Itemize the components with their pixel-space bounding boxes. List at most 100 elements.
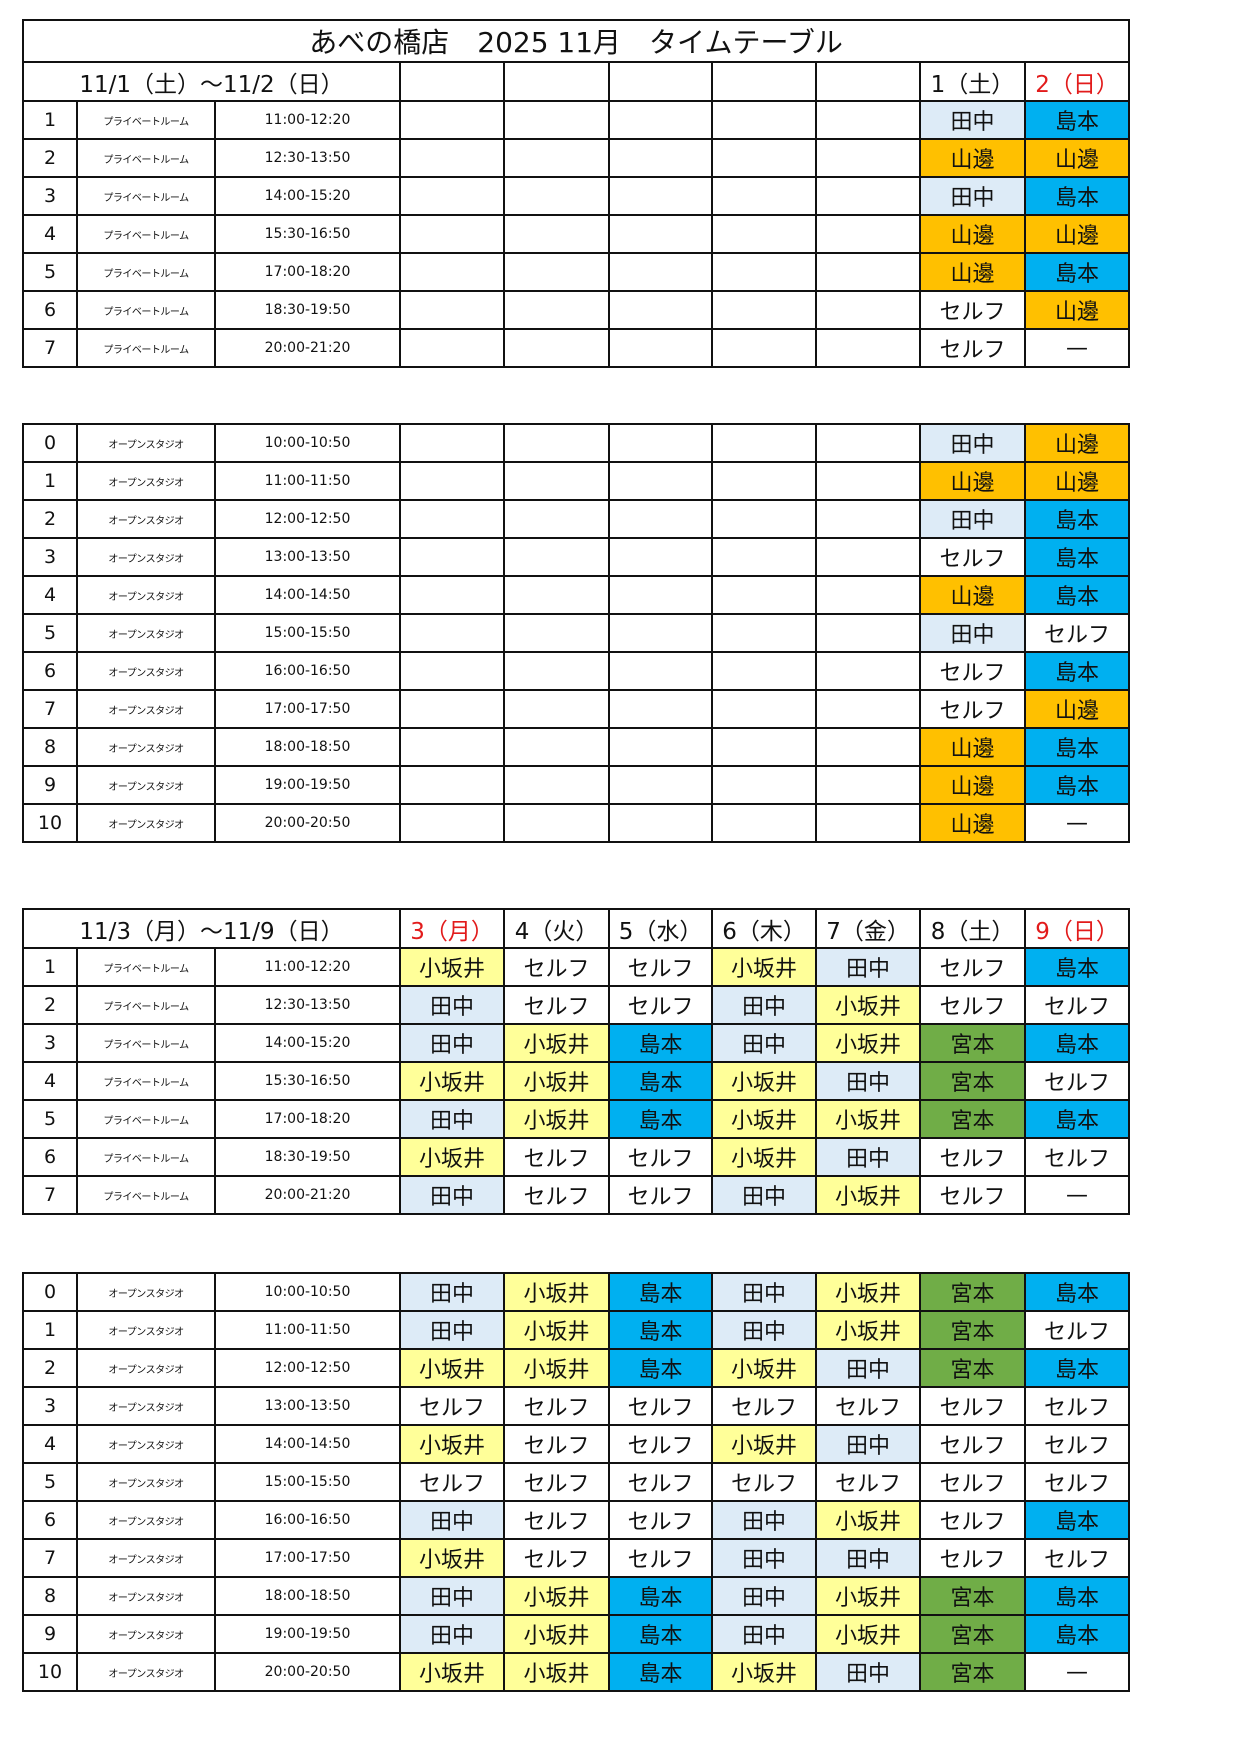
staff-cell[interactable]	[815, 461, 921, 501]
staff-cell[interactable]: 山邊	[1023, 138, 1131, 178]
staff-cell[interactable]: 島本	[1024, 1500, 1130, 1540]
staff-cell[interactable]	[608, 252, 713, 292]
staff-cell[interactable]	[399, 499, 505, 539]
staff-cell[interactable]	[711, 499, 817, 539]
staff-cell[interactable]: 小坂井	[711, 1348, 817, 1388]
staff-cell[interactable]: 島本	[1024, 499, 1130, 539]
staff-cell[interactable]	[711, 575, 817, 615]
staff-cell[interactable]	[503, 613, 610, 653]
staff-cell[interactable]: セルフ	[1024, 1061, 1131, 1101]
staff-cell[interactable]: セルフ	[1024, 985, 1131, 1025]
staff-cell[interactable]	[815, 727, 921, 767]
staff-cell[interactable]: セルフ	[503, 1424, 610, 1464]
staff-cell[interactable]: 島本	[1024, 727, 1130, 767]
staff-cell[interactable]	[399, 613, 505, 653]
staff-cell[interactable]: 田中	[815, 947, 922, 987]
staff-cell[interactable]	[608, 575, 713, 615]
staff-cell[interactable]: 田中	[711, 1614, 817, 1654]
staff-cell[interactable]	[503, 100, 610, 140]
staff-cell[interactable]	[815, 765, 921, 805]
staff-cell[interactable]: 山邊	[1024, 423, 1130, 463]
staff-cell[interactable]	[711, 423, 817, 463]
staff-cell[interactable]	[711, 176, 817, 216]
staff-cell[interactable]	[608, 803, 713, 843]
staff-cell[interactable]: 島本	[1024, 1614, 1130, 1654]
staff-cell[interactable]: 島本	[1024, 575, 1130, 615]
staff-cell[interactable]: 小坂井	[399, 1652, 505, 1692]
staff-cell[interactable]: 島本	[1024, 651, 1130, 691]
staff-cell[interactable]: 島本	[608, 1614, 713, 1654]
staff-cell[interactable]: 島本	[1024, 1023, 1131, 1063]
staff-cell[interactable]	[399, 423, 505, 463]
staff-cell[interactable]: 宮本	[919, 1576, 1026, 1616]
staff-cell[interactable]: 山邊	[1023, 290, 1131, 330]
staff-cell[interactable]: 宮本	[919, 1652, 1026, 1692]
staff-cell[interactable]: 山邊	[919, 214, 1026, 254]
staff-cell[interactable]: 島本	[1024, 1576, 1130, 1616]
staff-cell[interactable]	[608, 727, 713, 767]
staff-cell[interactable]: セルフ	[919, 1386, 1026, 1426]
staff-cell[interactable]	[503, 765, 610, 805]
staff-cell[interactable]: セルフ	[608, 1538, 713, 1578]
staff-cell[interactable]	[608, 537, 713, 577]
staff-cell[interactable]: 田中	[711, 1023, 818, 1063]
staff-cell[interactable]	[503, 537, 610, 577]
staff-cell[interactable]: 宮本	[919, 1099, 1027, 1139]
staff-cell[interactable]: 島本	[1023, 252, 1131, 292]
staff-cell[interactable]: 田中	[711, 1272, 817, 1312]
staff-cell[interactable]: セルフ	[711, 1462, 817, 1502]
staff-cell[interactable]: 小坂井	[815, 1272, 921, 1312]
staff-cell[interactable]: 島本	[608, 1061, 714, 1101]
staff-cell[interactable]	[608, 613, 713, 653]
staff-cell[interactable]: 島本	[608, 1310, 713, 1350]
staff-cell[interactable]: 山邊	[919, 461, 1026, 501]
staff-cell[interactable]: セルフ	[919, 1500, 1026, 1540]
staff-cell[interactable]	[815, 214, 921, 254]
staff-cell[interactable]	[711, 214, 817, 254]
staff-cell[interactable]: セルフ	[503, 1462, 610, 1502]
staff-cell[interactable]: 山邊	[1023, 214, 1131, 254]
staff-cell[interactable]: 田中	[919, 423, 1026, 463]
staff-cell[interactable]: 小坂井	[711, 1652, 817, 1692]
staff-cell[interactable]	[503, 290, 610, 330]
staff-cell[interactable]	[815, 803, 921, 843]
staff-cell[interactable]: 島本	[608, 1023, 714, 1063]
staff-cell[interactable]	[503, 575, 610, 615]
staff-cell[interactable]: 田中	[815, 1538, 921, 1578]
staff-cell[interactable]	[608, 100, 713, 140]
staff-cell[interactable]	[711, 689, 817, 729]
staff-cell[interactable]: 宮本	[919, 1310, 1026, 1350]
staff-cell[interactable]: 田中	[399, 1023, 506, 1063]
staff-cell[interactable]	[399, 727, 505, 767]
staff-cell[interactable]	[608, 423, 713, 463]
staff-cell[interactable]: 小坂井	[711, 947, 818, 987]
staff-cell[interactable]: セルフ	[1024, 1310, 1130, 1350]
staff-cell[interactable]: 田中	[711, 1576, 817, 1616]
staff-cell[interactable]	[711, 252, 817, 292]
staff-cell[interactable]: セルフ	[1024, 613, 1130, 653]
staff-cell[interactable]	[815, 328, 921, 368]
staff-cell[interactable]: セルフ	[711, 1386, 817, 1426]
staff-cell[interactable]	[711, 100, 817, 140]
staff-cell[interactable]: 田中	[919, 176, 1026, 216]
staff-cell[interactable]: セルフ	[608, 985, 714, 1025]
staff-cell[interactable]	[608, 290, 713, 330]
staff-cell[interactable]: 小坂井	[711, 1137, 818, 1177]
staff-cell[interactable]: 小坂井	[503, 1099, 611, 1139]
staff-cell[interactable]: セルフ	[503, 947, 611, 987]
staff-cell[interactable]: 小坂井	[503, 1652, 610, 1692]
staff-cell[interactable]	[815, 100, 921, 140]
staff-cell[interactable]: セルフ	[399, 1386, 505, 1426]
staff-cell[interactable]: 田中	[711, 1538, 817, 1578]
staff-cell[interactable]: 山邊	[919, 727, 1026, 767]
staff-cell[interactable]	[399, 252, 505, 292]
staff-cell[interactable]	[815, 575, 921, 615]
staff-cell[interactable]: 島本	[1023, 100, 1131, 140]
staff-cell[interactable]: セルフ	[815, 1462, 921, 1502]
staff-cell[interactable]: 島本	[608, 1272, 713, 1312]
staff-cell[interactable]	[608, 651, 713, 691]
staff-cell[interactable]: 宮本	[919, 1023, 1027, 1063]
staff-cell[interactable]: セルフ	[919, 290, 1026, 330]
staff-cell[interactable]	[608, 138, 713, 178]
staff-cell[interactable]	[815, 689, 921, 729]
